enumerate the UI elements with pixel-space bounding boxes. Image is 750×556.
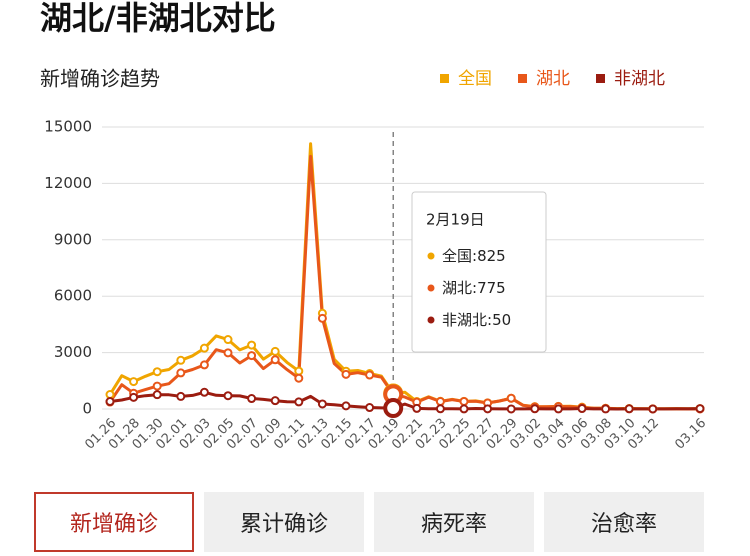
tooltip-name: 湖北: [442, 279, 472, 297]
point: [270, 346, 280, 356]
series-line: [109, 390, 701, 411]
tooltip-dot: [427, 252, 435, 260]
point: [383, 398, 404, 419]
tooltip-value: 825: [477, 247, 506, 265]
y-tick-label: 6000: [54, 287, 92, 305]
point: [223, 391, 233, 401]
point: [270, 355, 280, 365]
legend-label: 湖北: [536, 69, 570, 89]
point: [199, 387, 209, 397]
point: [624, 404, 634, 414]
point: [152, 381, 162, 391]
tooltip-box: [411, 191, 547, 353]
tooltip-item: 非湖北:50: [442, 311, 511, 329]
point: [176, 368, 186, 378]
tooltip-item: 湖北:775: [442, 279, 506, 297]
plot: [105, 142, 705, 419]
point: [695, 404, 705, 414]
point: [601, 404, 611, 414]
legend-label: 全国: [458, 69, 492, 89]
legend-swatch: [596, 74, 605, 83]
grid: 0300060009000120001500001.2601.2801.3002…: [44, 118, 709, 453]
point: [459, 396, 469, 406]
point: [506, 404, 516, 414]
point: [129, 377, 139, 387]
tooltip-value: 775: [477, 279, 506, 297]
tooltip-dot: [427, 316, 435, 324]
y-tick-label: 0: [82, 400, 92, 418]
point: [435, 404, 445, 414]
legend: 全国 湖北 非湖北: [440, 69, 665, 89]
point: [176, 391, 186, 401]
tooltip-name: 非湖北: [442, 311, 487, 329]
tab[interactable]: 病死率: [374, 492, 534, 552]
point: [247, 351, 257, 361]
point: [247, 394, 257, 404]
point: [105, 390, 115, 400]
point: [553, 404, 563, 414]
legend-swatch: [440, 74, 449, 83]
point: [199, 343, 209, 353]
tooltip-value: 50: [492, 311, 511, 329]
chart: 湖北/非湖北对比 新增确诊趋势 0 3000 6000 9000 12000 15000 0…: [40, 0, 709, 453]
tab[interactable]: 累计确诊: [204, 492, 364, 552]
tab[interactable]: 治愈率: [544, 492, 704, 552]
point: [223, 348, 233, 358]
point: [294, 373, 304, 383]
tooltip-separator: :: [472, 247, 477, 265]
point: [270, 396, 280, 406]
tooltip-dot: [427, 284, 435, 292]
tooltip-name: 全国: [442, 247, 472, 265]
point: [506, 393, 516, 403]
y-tick-label: 12000: [44, 174, 92, 192]
y-tick-label: 3000: [54, 343, 92, 361]
point: [317, 313, 327, 323]
point: [294, 366, 304, 376]
point: [483, 404, 493, 414]
chart-subtitle: 新增确诊趋势: [40, 67, 160, 91]
point: [294, 397, 304, 407]
point: [223, 335, 233, 345]
point: [247, 340, 257, 350]
point: [341, 401, 351, 411]
point: [577, 404, 587, 414]
point: [648, 404, 658, 414]
tooltip-item: 全国:825: [442, 247, 506, 265]
series-line: [108, 154, 700, 411]
legend-label: 非湖北: [614, 69, 665, 89]
legend-swatch: [518, 74, 527, 83]
point: [152, 367, 162, 377]
point: [105, 397, 115, 407]
point: [176, 355, 186, 365]
point: [412, 403, 422, 413]
tab[interactable]: 新增确诊: [34, 492, 194, 552]
chart-title: 湖北/非湖北对比: [40, 0, 276, 37]
point: [199, 360, 209, 370]
point: [459, 404, 469, 414]
tooltip-title: 2月19日: [426, 211, 485, 229]
point: [129, 392, 139, 402]
tooltip-separator: :: [472, 279, 477, 297]
tooltip-separator: :: [487, 311, 492, 329]
point: [530, 404, 540, 414]
tab-bar: 新增确诊 累计确诊 病死率 治愈率: [34, 492, 704, 552]
point: [317, 399, 327, 409]
y-tick-label: 15000: [44, 118, 92, 136]
point: [341, 369, 351, 379]
point: [435, 397, 445, 407]
y-tick-label: 9000: [54, 230, 92, 248]
point: [365, 370, 375, 380]
x-tick-label: 03.16: [672, 416, 709, 453]
point: [152, 390, 162, 400]
point: [365, 403, 375, 413]
